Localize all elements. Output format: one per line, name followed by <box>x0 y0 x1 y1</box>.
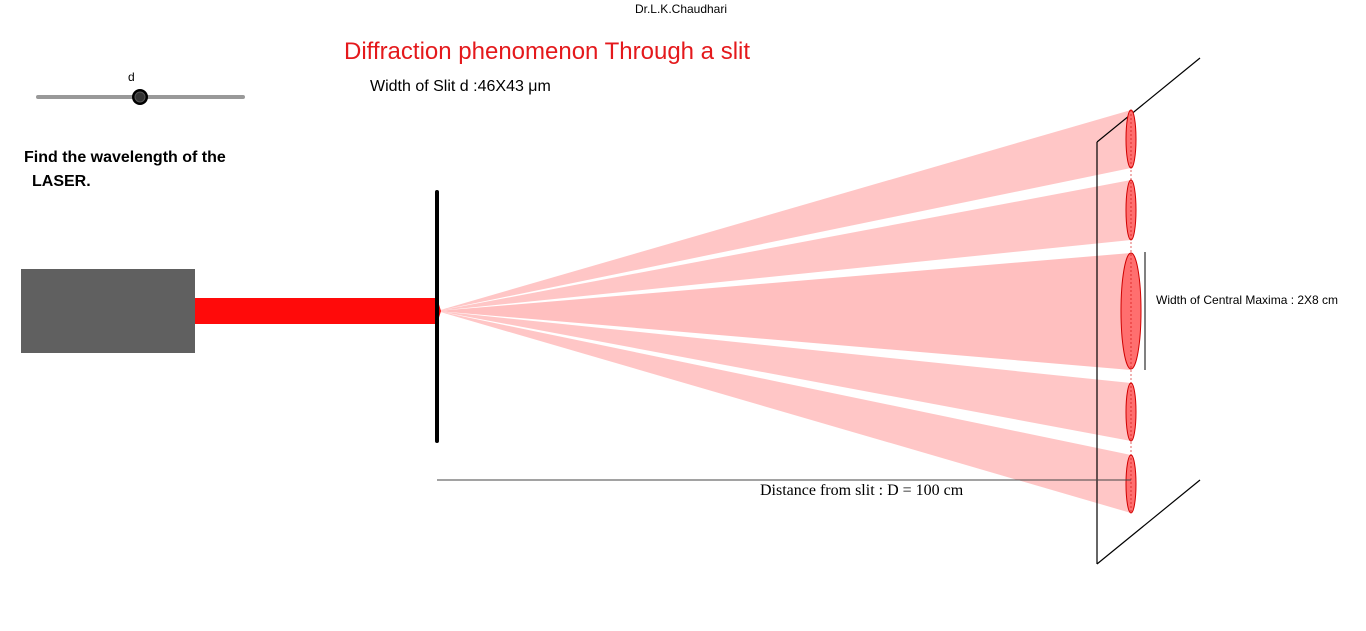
task-line-1: Find the wavelength of the <box>24 149 226 166</box>
task-line-2: LASER. <box>32 173 91 190</box>
fringe-fan-top-2 <box>437 110 1131 311</box>
fringe-fan-central <box>437 253 1131 370</box>
slit-width-text: Width of Slit d :46X43 μm <box>370 78 551 95</box>
slit-width-slider[interactable] <box>36 89 245 105</box>
screen-bottom-edge <box>1096 479 1201 565</box>
fringe-fan-bottom-2 <box>437 311 1131 513</box>
central-maxima-width-label: Width of Central Maxima : 2X8 cm <box>1156 293 1339 307</box>
task-text: Find the wavelength of the LASER. <box>24 146 226 194</box>
slider-label: d <box>128 70 135 84</box>
screen <box>1096 57 1201 565</box>
laser-beam <box>195 298 437 324</box>
diffraction-fans <box>437 110 1131 513</box>
screen-top-edge <box>1096 57 1201 143</box>
slider-handle[interactable] <box>134 91 146 103</box>
author-credit: Dr.L.K.Chaudhari <box>634 2 728 16</box>
distance-label: Distance from slit : D = 100 cm <box>760 482 964 499</box>
fringe-fan-top-1 <box>437 180 1131 311</box>
fringe-spots <box>1120 109 1142 514</box>
page-title: Diffraction phenomenon Through a slit <box>344 38 751 65</box>
laser-body <box>21 269 195 353</box>
fringe-fan-bottom-1 <box>437 311 1131 441</box>
